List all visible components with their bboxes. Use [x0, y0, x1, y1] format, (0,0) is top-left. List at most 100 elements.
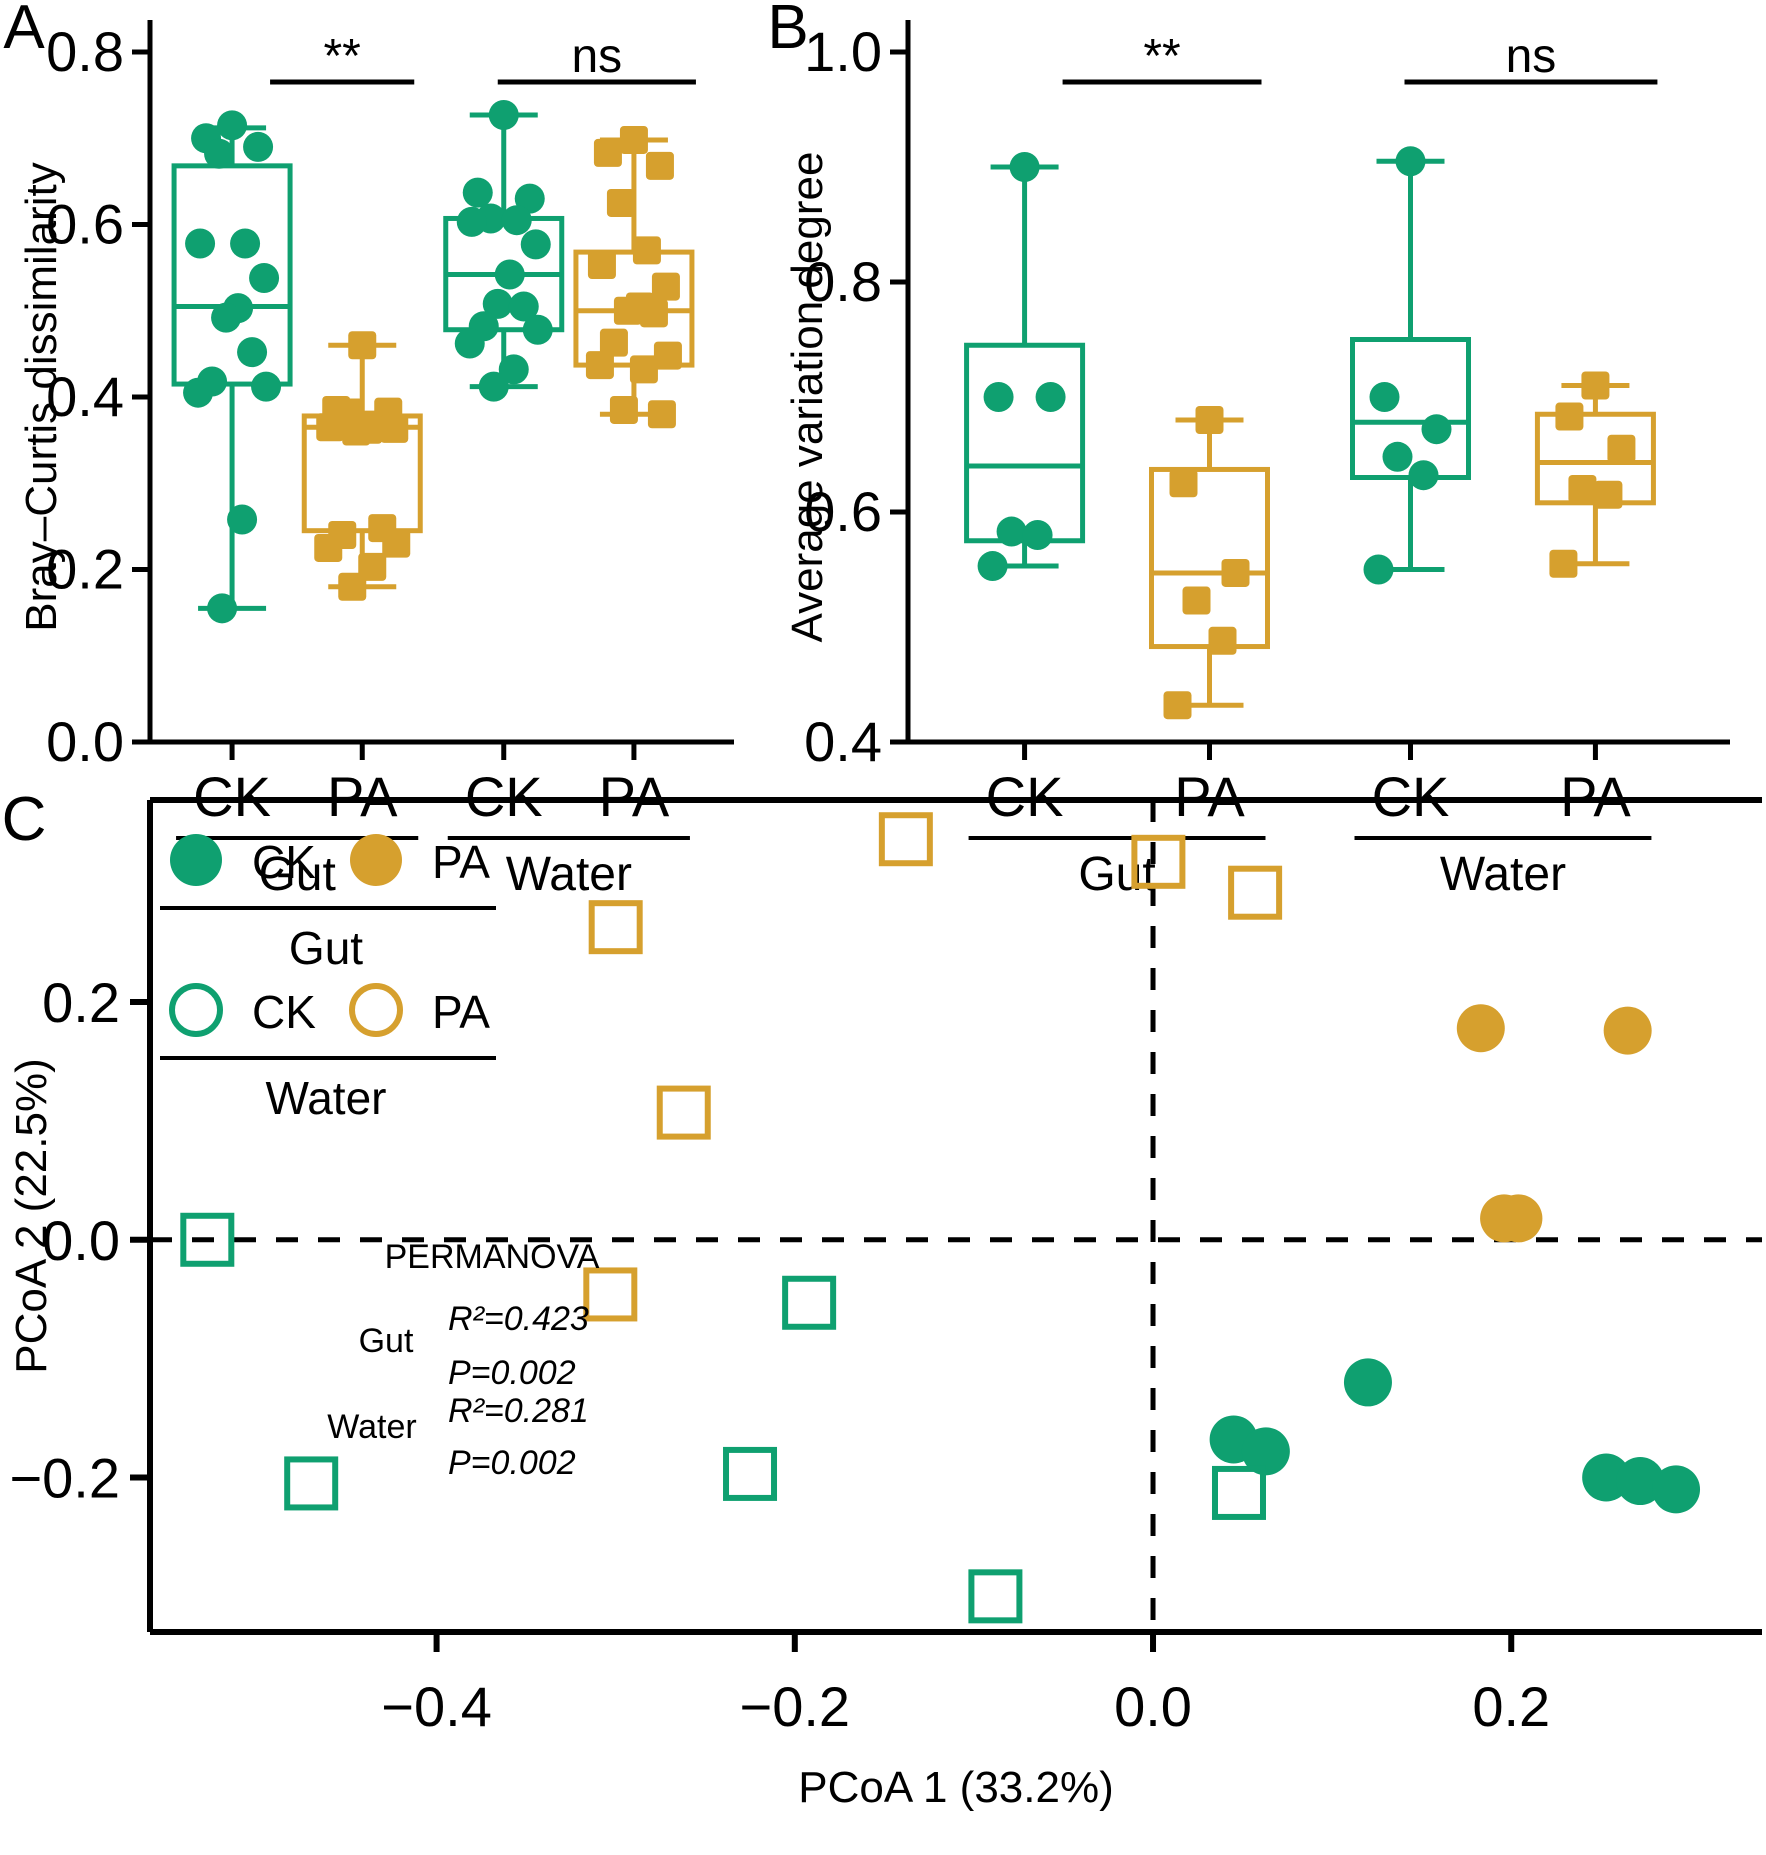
legend-marker-water-ck: [169, 983, 223, 1037]
scatter-point: [878, 812, 933, 867]
permanova-title: PERMANOVA: [385, 1238, 600, 1276]
data-point: [494, 259, 525, 290]
data-point: [606, 188, 635, 217]
y-tick-label: 0.4: [46, 365, 124, 428]
data-point: [1421, 414, 1452, 445]
data-point: [478, 371, 509, 402]
data-point: [522, 314, 553, 345]
panel-letter-C: C: [2, 785, 47, 854]
data-point: [639, 299, 668, 328]
y-tick-label: 0.2: [46, 538, 124, 601]
c-y-tick-label-2: 0.2: [42, 971, 120, 1034]
data-point: [243, 131, 274, 162]
scatter-point: [180, 1212, 235, 1267]
y-axis-label-B: Average variation degree: [783, 152, 832, 643]
boxplot-water-ck: [1350, 146, 1471, 585]
data-point: [185, 228, 216, 259]
data-point: [1221, 558, 1250, 587]
y-tick-label: 0.8: [46, 20, 124, 83]
y-tick-label: 0.6: [46, 193, 124, 256]
x-tick-label-1: PA: [1174, 765, 1245, 828]
series-water-ck: [180, 1212, 1266, 1624]
permanova-row-gut-name: Gut: [359, 1322, 414, 1360]
permanova-row-water-r2: R²=0.281: [448, 1392, 589, 1430]
data-point: [651, 272, 680, 301]
scatter-point: [723, 1446, 778, 1501]
panel-letter-A: A: [3, 0, 45, 62]
data-point: [1009, 152, 1040, 182]
sig-label-gut: **: [1143, 30, 1180, 83]
data-point: [1169, 469, 1198, 498]
sig-label-water: ns: [1506, 30, 1557, 83]
legend-group-gut: Gut: [289, 922, 363, 974]
y-tick-label: 1.0: [804, 20, 882, 83]
c-y-tick-label-0: −0.2: [9, 1446, 120, 1509]
data-point: [1182, 586, 1211, 615]
data-point: [632, 236, 661, 265]
legend-label-gut-ck: CK: [252, 836, 316, 888]
x-tick-label-3: PA: [1560, 765, 1631, 828]
data-point: [514, 183, 545, 214]
data-point: [217, 110, 248, 141]
c-y-tick-label-1: 0.0: [42, 1209, 120, 1272]
data-point: [382, 529, 411, 558]
data-point: [1568, 475, 1597, 503]
data-point: [380, 414, 409, 443]
scatter-point: [1211, 1465, 1266, 1520]
data-point: [983, 382, 1014, 412]
data-point: [647, 400, 676, 429]
data-point: [629, 355, 658, 384]
legend-marker-water-pa: [349, 983, 403, 1037]
box-iqr: [171, 163, 293, 387]
legend-label-water-ck: CK: [252, 986, 316, 1038]
data-point: [204, 138, 235, 169]
scatter-point: [1603, 1006, 1652, 1055]
data-point: [1581, 371, 1610, 400]
data-point: [454, 328, 485, 359]
y-tick-label: 0.8: [804, 250, 882, 313]
scatter-point: [1131, 834, 1186, 889]
data-point: [1382, 441, 1413, 472]
data-point: [613, 296, 642, 325]
data-point: [338, 572, 367, 601]
data-point: [456, 206, 487, 237]
data-point: [314, 533, 343, 562]
y-tick-label: 0.4: [804, 710, 882, 773]
scatter-point: [1343, 1358, 1392, 1407]
data-point: [227, 504, 258, 535]
data-point: [1363, 554, 1394, 585]
x-tick-label-1: PA: [327, 765, 398, 828]
data-point: [482, 288, 513, 319]
data-point: [183, 377, 214, 408]
c-y-axis-label: PCoA 2 (22.5%): [7, 1058, 56, 1374]
scatter-point: [1241, 1427, 1290, 1476]
y-tick-label: 0.0: [46, 710, 124, 773]
data-point: [609, 395, 638, 424]
legend-marker-gut-pa: [350, 834, 402, 886]
legend-group-water: Water: [266, 1072, 387, 1124]
group-label-water: Water: [506, 848, 632, 901]
group-label-gut: Gut: [1078, 848, 1155, 901]
boxplot-gut-ck: [171, 110, 293, 624]
data-point: [230, 228, 261, 259]
x-tick-label-0: CK: [193, 765, 271, 828]
boxplot-gut-pa: [301, 331, 423, 601]
data-point: [619, 125, 648, 154]
data-point: [462, 177, 493, 208]
data-point: [498, 354, 529, 385]
data-point: [342, 417, 371, 446]
scatter-point: [968, 1569, 1023, 1624]
data-point: [599, 328, 628, 357]
data-point: [1035, 382, 1066, 412]
data-point: [358, 552, 387, 581]
boxplot-gut-ck: [964, 152, 1086, 582]
scatter-point: [656, 1085, 711, 1140]
group-label-water: Water: [1440, 848, 1566, 901]
x-tick-label-3: PA: [599, 765, 670, 828]
data-point: [1594, 480, 1623, 509]
data-point: [1607, 434, 1636, 463]
scatter-point: [782, 1275, 837, 1330]
boxplot-water-pa: [573, 125, 695, 429]
